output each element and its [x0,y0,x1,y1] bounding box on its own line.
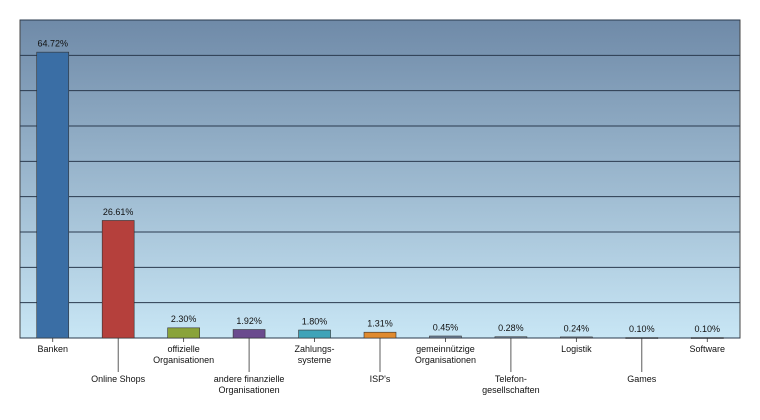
x-tick-label: offizielle Organisationen [153,344,215,365]
value-label: 1.31% [367,319,393,329]
value-label: 1.80% [302,316,328,326]
bar [560,336,593,339]
value-label: 1.92% [236,316,262,326]
x-tick-label: Banken [37,344,68,354]
bar [36,51,70,339]
x-tick-label: Games [627,374,657,384]
value-label: 2.30% [171,314,197,324]
value-label: 64.72% [37,39,68,49]
x-tick-label: Logistik [561,344,592,354]
value-label: 0.28% [498,323,524,333]
x-tick-label: gemeinnützige Organisationen [414,344,476,365]
value-label: 0.45% [433,322,459,332]
value-label: 26.61% [103,207,134,217]
bar [298,329,331,339]
bar [494,336,528,339]
value-label: 0.10% [629,324,655,334]
x-tick-label: Software [689,344,726,354]
x-tick-label: Telefon- gesellschaften [482,374,540,395]
bar [167,327,200,339]
bar [429,335,462,339]
bar [101,220,135,339]
value-label: 0.10% [695,324,721,334]
x-tick-label: Online Shops [91,374,146,384]
bar [232,329,266,339]
x-tick-label: Zahlungs- systeme [294,344,335,365]
bar [363,331,397,339]
x-tick-label: andere finanzielle Organisationen [213,374,285,395]
plot-area [19,19,741,339]
x-tick-label: ISP's [369,374,391,384]
value-label: 0.24% [564,323,590,333]
